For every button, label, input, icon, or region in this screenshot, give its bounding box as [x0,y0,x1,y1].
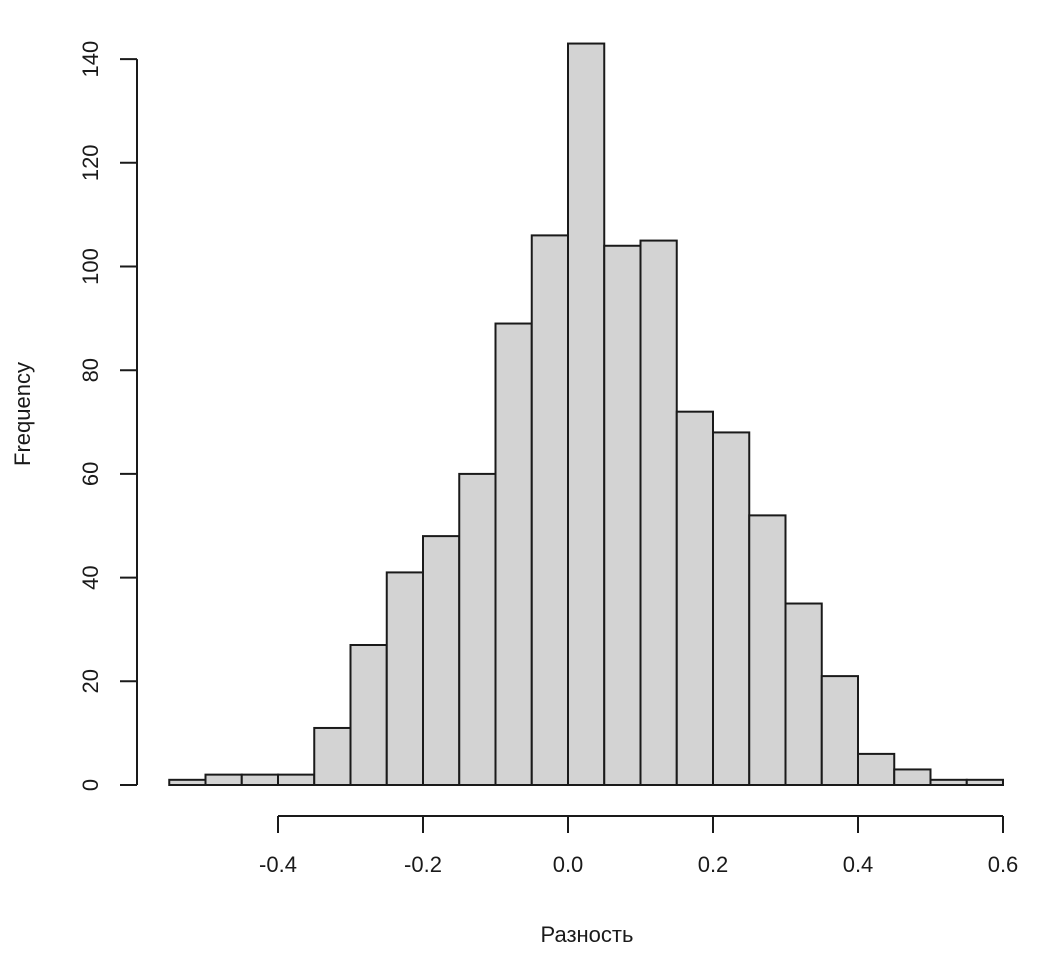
y-tick-label: 20 [78,669,103,693]
bars-group [168,42,1004,787]
histogram-bar [639,239,678,786]
histogram-bar [349,644,388,786]
histogram-bar [204,773,243,787]
y-tick-label: 0 [78,779,103,791]
histogram-bar [857,752,896,787]
histogram-bar [929,778,968,787]
histogram-bar [494,322,533,786]
histogram-bar [603,244,642,786]
histogram-bar [240,773,279,787]
x-tick-label: 0.6 [988,852,1019,877]
histogram-bar [567,42,606,787]
y-tick-label: 100 [78,248,103,285]
histogram-bar [675,410,714,786]
y-tick-label: 120 [78,144,103,181]
histogram-bar [893,768,932,787]
histogram-bar [530,234,569,786]
histogram-bar [422,535,461,786]
y-axis: 0 20 40 60 80 100 120 140 [78,41,138,791]
histogram-bar [385,571,424,786]
x-axis-title: Разность [541,922,634,947]
x-tick-label: -0.4 [259,852,297,877]
x-tick-label: 0.2 [698,852,729,877]
histogram-bar [965,778,1004,787]
x-tick-label: 0.0 [553,852,584,877]
y-tick-label: 40 [78,565,103,589]
x-tick-label: 0.4 [843,852,874,877]
histogram-bar [784,602,823,787]
histogram-bar [820,675,859,786]
histogram-bar [168,778,207,787]
histogram-bar [712,431,751,786]
y-tick-label: 140 [78,41,103,78]
histogram-bar [313,726,352,787]
histogram-bar [277,773,316,787]
y-tick-label: 80 [78,358,103,382]
histogram-bar [748,514,787,786]
x-tick-label: -0.2 [404,852,442,877]
y-tick-label: 60 [78,462,103,486]
y-axis-title: Frequency [10,362,35,466]
x-axis: -0.4 -0.2 0.0 0.2 0.4 0.6 [259,815,1019,877]
histogram-bar [458,472,497,786]
